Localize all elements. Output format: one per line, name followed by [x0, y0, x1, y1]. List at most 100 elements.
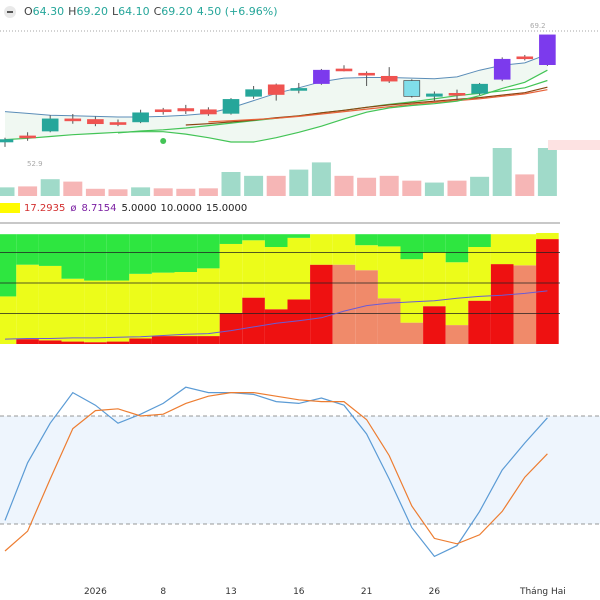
indicator-bar-yellow	[513, 234, 537, 266]
last-price-highlight	[548, 140, 600, 150]
candle-body	[539, 34, 556, 65]
candle-body	[41, 118, 59, 132]
indicator-bar-yellow	[197, 268, 220, 337]
indicator-bar-yellow	[264, 247, 288, 310]
indicator-value: 17.2935	[24, 203, 66, 214]
indicator-bar-red	[174, 336, 198, 344]
stoch-line	[4, 392, 548, 552]
volume-bar	[153, 188, 173, 196]
indicator-bar-green	[400, 234, 424, 260]
indicator-bar-red	[310, 264, 333, 344]
candle-body	[87, 119, 104, 125]
volume-bar	[311, 162, 331, 196]
indicator-level-1: 5.0000	[121, 203, 157, 214]
indicator-swatch	[0, 203, 20, 213]
volume-bar	[424, 182, 444, 196]
stoch-line	[4, 386, 548, 558]
candle-body	[313, 69, 330, 84]
indicator-bar-red	[490, 264, 514, 344]
candle-body	[358, 72, 375, 76]
indicator-bar-yellow	[84, 280, 107, 343]
indicator-bar-green	[445, 234, 469, 263]
volume-bar	[470, 176, 490, 196]
volume-bar	[492, 148, 512, 196]
indicator-bar-red	[84, 342, 107, 344]
x-tick-label: 26	[429, 587, 441, 597]
volume-bar	[221, 172, 241, 196]
indicator-signal-line	[4, 290, 548, 340]
volume-bar	[289, 169, 309, 196]
candle-body	[471, 83, 488, 94]
volume-bar	[40, 179, 60, 196]
volume-bar	[176, 188, 196, 196]
indicator-bar-green	[468, 234, 491, 248]
candle-body	[222, 99, 240, 114]
signal-dot-marker	[160, 138, 167, 144]
indicator-bar-green	[84, 234, 107, 281]
candle-body	[290, 88, 308, 91]
candle-body	[177, 108, 195, 112]
indicator-bar-green	[151, 234, 175, 273]
indicator-bar-red	[106, 341, 130, 344]
volume-bar	[266, 175, 286, 196]
volume-bar	[357, 177, 377, 196]
high-value: 69.20	[76, 5, 108, 18]
indicator-bar-yellow	[332, 234, 356, 265]
indicator-bar-green	[219, 234, 243, 244]
candle-body	[154, 109, 172, 113]
indicator-bar-yellow	[490, 234, 514, 265]
open-label: O	[24, 5, 33, 18]
indicator-bar-green	[0, 234, 17, 297]
indicator-bar-red	[423, 306, 446, 344]
volume-bar	[63, 181, 83, 196]
candle-body	[448, 93, 466, 96]
candle-body	[200, 109, 217, 115]
indicator-bar-red	[536, 239, 559, 344]
indicator-bar-red	[332, 264, 356, 344]
indicator-bar-green	[287, 234, 311, 238]
x-tick-label: 13	[225, 587, 236, 597]
indicator-bar-red	[242, 297, 265, 344]
x-tick-label: 21	[361, 587, 372, 597]
indicator-bar-green	[242, 234, 265, 241]
indicator-level-3: 15.0000	[205, 203, 248, 214]
low-label: L	[111, 5, 119, 18]
indicator-bar-red	[151, 336, 175, 344]
candle-body	[132, 112, 149, 123]
price-left-label: 52.9	[27, 160, 43, 168]
ohlc-legend: O64.30 H69.20 L64.10 C69.20 4.50 (+6.96%)	[4, 5, 278, 21]
indicator-bar-yellow	[536, 232, 559, 240]
x-tick-label: 2026	[84, 587, 107, 597]
x-tick-label: 8	[160, 587, 166, 597]
indicator-bar-yellow	[445, 262, 469, 326]
indicator-bar-red	[355, 270, 378, 344]
volume-bar	[0, 187, 15, 196]
indicator-bar-green	[16, 234, 39, 265]
volume-bar	[447, 180, 467, 196]
indicator-bar-yellow	[16, 264, 39, 340]
low-value: 64.10	[118, 5, 150, 18]
moving-average-line	[185, 86, 548, 126]
indicator-bar-red	[468, 300, 491, 344]
indicator-bar-red	[129, 338, 152, 344]
indicator-bar-yellow	[129, 273, 152, 339]
candle-body	[380, 75, 398, 82]
candle-body	[0, 139, 14, 143]
x-tick-label: 16	[293, 587, 305, 597]
indicator-bar-green	[174, 234, 198, 273]
indicator-bar-yellow	[423, 252, 446, 307]
indicator-bar-red	[197, 336, 220, 344]
candle-body	[267, 84, 285, 95]
stoch-band-fill	[0, 416, 600, 524]
candle-body	[426, 93, 443, 97]
indicator-bar-yellow	[0, 296, 17, 344]
moving-average-line	[4, 69, 548, 143]
volume-bar	[131, 187, 151, 196]
indicator-bar-yellow	[242, 240, 265, 298]
collapse-icon[interactable]	[4, 6, 16, 18]
indicator-bar-green	[38, 234, 62, 266]
indicator-bar-red	[61, 341, 85, 344]
indicator-avg-value: 8.7154	[81, 203, 117, 214]
close-label: C	[153, 5, 162, 18]
